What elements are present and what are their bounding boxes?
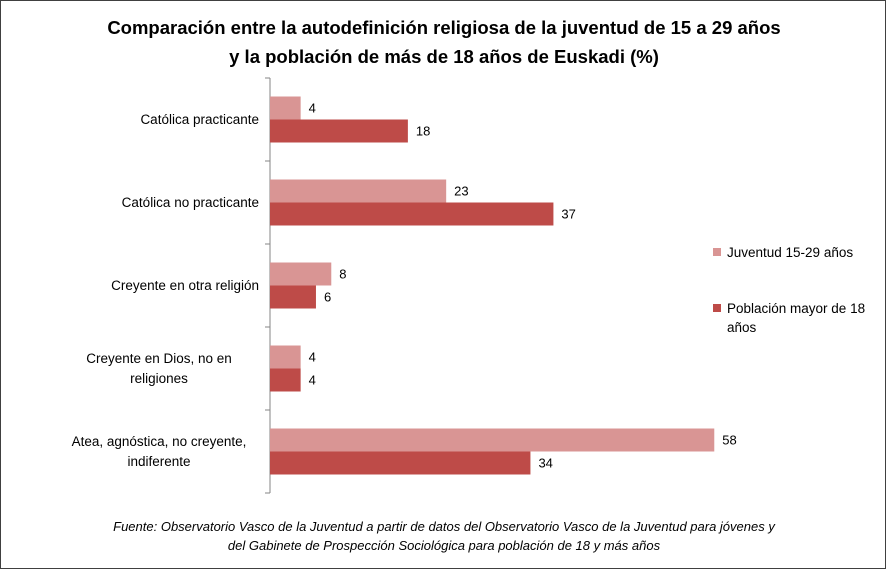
legend-item: Juventud 15-29 años bbox=[713, 243, 873, 262]
data-label: 18 bbox=[416, 123, 430, 138]
data-label: 4 bbox=[309, 372, 316, 387]
category-text: Católica no practicante bbox=[121, 194, 259, 210]
bar bbox=[270, 368, 301, 392]
category-label: Católica practicante bbox=[9, 95, 259, 145]
data-label: 34 bbox=[538, 455, 552, 470]
data-label: 8 bbox=[339, 266, 346, 281]
bar bbox=[270, 451, 531, 475]
category-label: Atea, agnóstica, no creyente, indiferent… bbox=[9, 427, 259, 477]
category-label: Creyente en otra religión bbox=[9, 261, 259, 311]
bar bbox=[270, 285, 316, 309]
data-label: 4 bbox=[309, 349, 316, 364]
bar bbox=[270, 428, 715, 452]
legend-label: Población mayor de 18 años bbox=[727, 301, 866, 335]
category-label: Católica no practicante bbox=[9, 178, 259, 228]
source-note: Fuente: Observatorio Vasco de la Juventu… bbox=[113, 519, 775, 553]
chart-title: Comparación entre la autodefinición reli… bbox=[107, 17, 781, 67]
legend-label: Juventud 15-29 años bbox=[727, 245, 854, 260]
category-label: Creyente en Dios, no en religiones bbox=[9, 344, 259, 394]
data-label: 6 bbox=[324, 289, 331, 304]
bar bbox=[270, 202, 554, 226]
bar bbox=[270, 345, 301, 369]
data-label: 37 bbox=[561, 206, 575, 221]
bar bbox=[270, 179, 447, 203]
category-text: Creyente en otra religión bbox=[111, 277, 259, 293]
legend-item: Población mayor de 18 años bbox=[713, 299, 873, 337]
bar bbox=[270, 262, 332, 286]
category-text: Creyente en Dios, no en religiones bbox=[86, 350, 232, 386]
data-label: 4 bbox=[309, 100, 316, 115]
data-label: 23 bbox=[454, 183, 468, 198]
category-text: Católica practicante bbox=[140, 111, 259, 127]
bar bbox=[270, 119, 408, 143]
legend-swatch bbox=[713, 304, 721, 312]
data-label: 58 bbox=[722, 432, 736, 447]
bar bbox=[270, 96, 301, 120]
category-text: Atea, agnóstica, no creyente, indiferent… bbox=[71, 433, 247, 469]
legend-swatch bbox=[713, 248, 721, 256]
